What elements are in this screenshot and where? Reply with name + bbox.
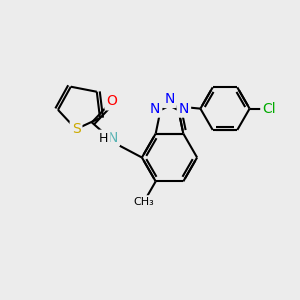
Text: Cl: Cl (262, 102, 276, 116)
Text: S: S (72, 122, 80, 136)
Text: N: N (164, 92, 175, 106)
Text: N: N (179, 102, 189, 116)
Text: N: N (150, 102, 160, 116)
Text: O: O (106, 94, 117, 108)
Text: N: N (108, 131, 118, 145)
Text: H: H (99, 131, 109, 145)
Text: CH₃: CH₃ (133, 197, 154, 207)
